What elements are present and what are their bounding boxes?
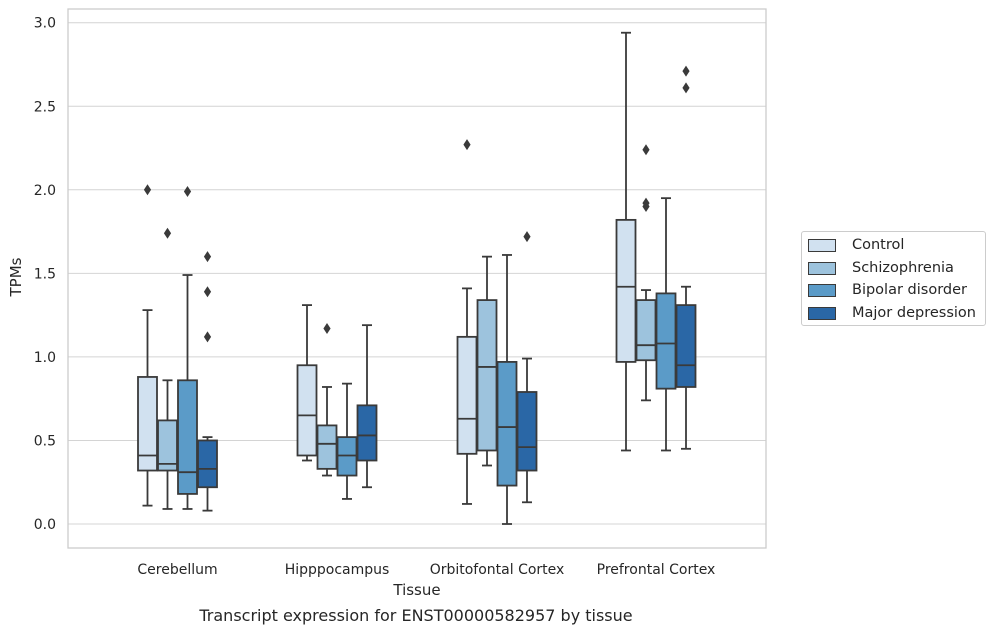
y-tick-labels: 0.0 0.5 1.0 1.5 2.0 2.5 3.0 <box>34 16 56 533</box>
x-tick-label: Orbitofontal Cortex <box>430 562 565 578</box>
figure-caption: Transcript expression for ENST0000058295… <box>199 606 633 625</box>
outlier-point <box>682 82 690 94</box>
box-iqr <box>356 404 378 462</box>
outlier-point <box>642 144 650 156</box>
plot-frame-border <box>67 8 767 549</box>
box-iqr <box>456 335 478 455</box>
box-iqr <box>476 299 498 452</box>
outlier-point <box>203 331 212 343</box>
box-1-1 <box>316 322 338 477</box>
box-2-3 <box>516 231 538 504</box>
legend-swatch-control <box>808 238 836 252</box>
legend-label-major-depression: Major depression <box>852 305 976 321</box>
legend-label-control: Control <box>852 237 905 253</box>
outlier-point <box>203 286 212 298</box>
box-1-0 <box>296 304 318 462</box>
box-3-2 <box>655 197 677 452</box>
outlier-point <box>183 185 192 197</box>
box-0-0 <box>137 184 158 507</box>
box-iqr <box>635 299 657 362</box>
outlier-point <box>163 227 172 239</box>
box-0-1 <box>157 227 178 510</box>
legend-label-schizophrenia: Schizophrenia <box>852 260 954 276</box>
legend-item-bipolar-disorder: Bipolar disorder <box>808 280 967 300</box>
y-tick-label: 1.5 <box>34 266 56 282</box>
box-iqr <box>137 376 158 472</box>
y-tick-label: 3.0 <box>34 16 56 32</box>
box-1-3 <box>356 324 378 489</box>
y-axis-label: TPMs <box>7 257 25 297</box>
box-groups <box>137 31 697 525</box>
box-iqr <box>177 379 198 495</box>
box-iqr <box>157 419 178 472</box>
legend-swatch-schizophrenia <box>808 261 836 275</box>
box-3-3 <box>675 65 697 450</box>
outlier-point <box>143 184 152 196</box>
y-tick-label: 2.0 <box>34 183 56 199</box>
box-0-2 <box>177 185 198 510</box>
box-2-0 <box>456 139 478 505</box>
legend: Control Schizophrenia Bipolar disorder M… <box>801 231 986 326</box>
box-2-2 <box>496 254 518 525</box>
box-plot-chart: 0.0 0.5 1.0 1.5 2.0 2.5 3.0 Cerebellum Hipppoca… <box>7 8 767 599</box>
box-iqr <box>615 218 637 363</box>
box-3-0 <box>615 31 637 452</box>
y-tick-label: 0.0 <box>34 517 56 533</box>
box-iqr <box>296 364 318 457</box>
box-0-3 <box>197 251 218 512</box>
x-tick-label: Cerebellum <box>137 562 217 578</box>
box-iqr <box>516 391 538 472</box>
box-1-2 <box>336 382 358 500</box>
box-iqr <box>655 292 677 390</box>
outlier-point <box>682 65 690 77</box>
x-tick-label: Hipppocampus <box>285 562 390 578</box>
legend-item-major-depression: Major depression <box>808 303 976 323</box>
y-tick-label: 2.5 <box>34 99 56 115</box>
legend-swatch-bipolar-disorder <box>808 283 836 297</box>
y-tick-label: 1.0 <box>34 350 56 366</box>
outlier-point <box>642 197 650 209</box>
box-iqr <box>496 361 518 487</box>
legend-swatch-major-depression <box>808 306 836 320</box>
box-iqr <box>197 439 218 489</box>
x-axis-label: Tissue <box>392 581 440 599</box>
box-iqr <box>675 304 697 388</box>
box-3-1 <box>635 144 657 402</box>
outlier-point <box>203 251 212 263</box>
legend-label-bipolar-disorder: Bipolar disorder <box>852 282 967 298</box>
legend-item-schizophrenia: Schizophrenia <box>808 258 954 278</box>
box-iqr <box>316 424 338 470</box>
x-tick-labels: Cerebellum Hipppocampus Orbitofontal Corte… <box>137 562 715 578</box>
x-tick-label: Prefrontal Cortex <box>597 562 716 578</box>
outlier-point <box>523 231 531 243</box>
legend-item-control: Control <box>808 235 904 255</box>
outlier-point <box>323 322 331 334</box>
box-2-1 <box>476 255 498 467</box>
plot-frame <box>67 8 767 549</box>
outlier-point <box>463 139 471 151</box>
y-tick-label: 0.5 <box>34 433 56 449</box>
